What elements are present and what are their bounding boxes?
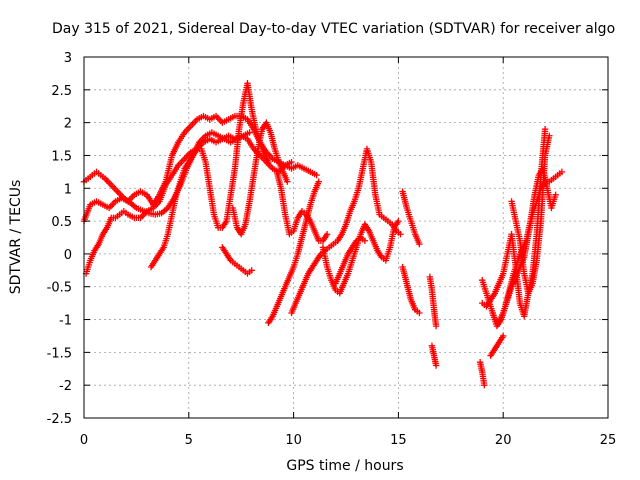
- data-point: [265, 158, 272, 166]
- y-tick-label: 0: [64, 248, 72, 263]
- x-tick-label: 10: [285, 433, 302, 448]
- series-track-l: [399, 188, 423, 248]
- y-tick-label: 2.5: [51, 84, 72, 99]
- data-point: [546, 132, 553, 139]
- data-point: [248, 267, 255, 274]
- series-track-f: [229, 119, 291, 238]
- data-point: [284, 178, 291, 185]
- data-point: [361, 237, 369, 244]
- y-axis-label: SDTVAR / TECUs: [8, 180, 24, 295]
- data-point: [397, 231, 404, 238]
- data-point: [432, 362, 440, 369]
- data-point: [558, 168, 566, 176]
- data-point: [416, 240, 423, 248]
- x-tick-label: 0: [80, 433, 88, 448]
- series-track-m: [399, 263, 423, 317]
- series-track-o: [428, 342, 440, 369]
- series-track-i: [288, 145, 404, 317]
- y-tick-label: -0.5: [47, 281, 72, 296]
- data-point: [541, 126, 549, 133]
- data-point: [481, 381, 488, 389]
- data-point: [500, 332, 507, 340]
- y-tick-label: -2.5: [47, 412, 72, 427]
- x-tick-label: 15: [390, 433, 407, 448]
- plot-frame: [83, 56, 609, 419]
- data-point: [416, 309, 423, 317]
- series-track-n: [426, 273, 440, 330]
- series-track-q: [487, 332, 507, 359]
- y-tick-label: 0.5: [51, 215, 72, 230]
- y-tick-label: 3: [64, 51, 72, 66]
- series-track-e: [219, 244, 255, 277]
- data-point: [552, 191, 559, 199]
- data-point: [313, 171, 320, 179]
- data-point: [395, 217, 402, 225]
- y-tick-label: 2: [64, 117, 72, 132]
- data-point: [246, 129, 253, 136]
- x-tick-label: 25: [600, 433, 617, 448]
- series-track-t: [489, 165, 559, 330]
- y-tick-label: -1: [59, 314, 72, 329]
- x-tick-label: 5: [185, 433, 193, 448]
- grid-lines: [84, 57, 608, 418]
- series-track-k: [332, 234, 369, 287]
- data-point: [432, 322, 440, 330]
- series-track-h: [273, 168, 331, 244]
- series-track-j: [319, 217, 402, 297]
- y-tick-label: -1.5: [47, 346, 72, 361]
- chart-title: Day 315 of 2021, Sidereal Day-to-day VTE…: [52, 21, 615, 37]
- data-marks: [80, 80, 566, 389]
- x-tick-label: 20: [495, 433, 512, 448]
- series-track-u: [508, 132, 553, 297]
- data-point: [323, 231, 331, 238]
- data-point: [288, 158, 295, 166]
- axis-ticks: 0 5 10 15 20 25 -2.5 -2 -1.5 -1 -0.5 0 0.5 1 1.5 2 2.5 3: [47, 51, 617, 448]
- y-tick-label: -2: [59, 379, 72, 394]
- series-track-p: [476, 359, 488, 389]
- x-axis-label: GPS time / hours: [286, 458, 403, 474]
- data-point: [315, 178, 322, 185]
- y-tick-label: 1: [64, 182, 72, 197]
- y-tick-label: 1.5: [51, 149, 72, 164]
